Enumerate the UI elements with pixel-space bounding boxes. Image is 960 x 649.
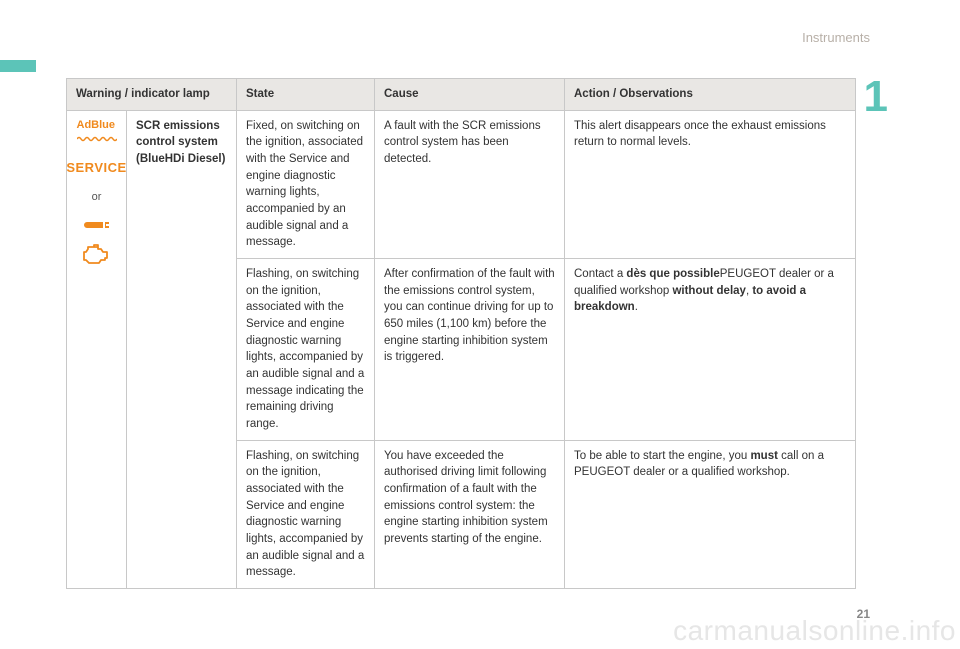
section-label: Instruments [802, 30, 870, 45]
accent-bar [0, 60, 36, 72]
or-label: or [92, 190, 102, 206]
table-row: AdBlue SERVICE or SCR emissions cont [67, 110, 856, 258]
watermark: carmanualsonline.info [673, 615, 956, 647]
state-cell: Fixed, on switching on the ignition, ass… [237, 110, 375, 258]
lamp-icons-cell: AdBlue SERVICE or [67, 110, 127, 588]
adblue-wave-icon [77, 136, 117, 142]
service-icon: SERVICE [66, 159, 126, 178]
action-cell: To be able to start the engine, you must… [565, 440, 856, 588]
col-action: Action / Observations [565, 79, 856, 111]
warning-lamp-table: Warning / indicator lamp State Cause Act… [66, 78, 856, 589]
adblue-icon: AdBlue [77, 120, 117, 148]
table-header-row: Warning / indicator lamp State Cause Act… [67, 79, 856, 111]
lamp-name-cell: SCR emissions control system (BlueHDi Di… [127, 110, 237, 588]
col-state: State [237, 79, 375, 111]
adblue-label: AdBlue [77, 120, 117, 131]
engine-icon [82, 244, 112, 266]
col-lamp: Warning / indicator lamp [67, 79, 237, 111]
cause-cell: After confirmation of the fault with the… [375, 259, 565, 441]
cause-cell: A fault with the SCR emissions control s… [375, 110, 565, 258]
action-cell: Contact a dès que possiblePEUGEOT dealer… [565, 259, 856, 441]
state-cell: Flashing, on switching on the ignition, … [237, 259, 375, 441]
state-cell: Flashing, on switching on the ignition, … [237, 440, 375, 588]
wrench-icon [83, 218, 111, 232]
col-cause: Cause [375, 79, 565, 111]
chapter-number: 1 [864, 72, 888, 122]
cause-cell: You have exceeded the authorised driving… [375, 440, 565, 588]
action-cell: This alert disappears once the exhaust e… [565, 110, 856, 258]
